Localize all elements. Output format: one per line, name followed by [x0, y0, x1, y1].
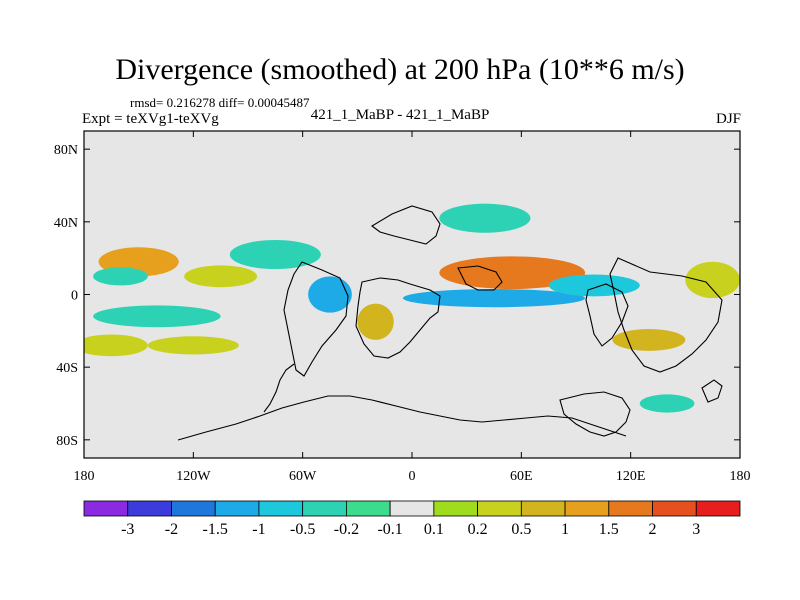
coastline-asia-east — [609, 257, 723, 373]
colorbar-swatch-8 — [433, 500, 479, 517]
colorbar-label-9: 0.5 — [511, 521, 531, 538]
colorbar-swatch-4 — [258, 500, 304, 517]
coastlines — [177, 205, 723, 441]
case-label: 421_1_MaBP - 421_1_MaBP — [310, 107, 490, 123]
coastline-arabia-india — [457, 265, 503, 291]
anomaly-region-15 — [639, 394, 695, 413]
colorbar: -3 -2 -1.5 -1 -0.5 -0.2 -0.1 0.1 0.2 0.5 1 1.5 2 3 — [83, 500, 741, 538]
anomaly-region-9 — [439, 256, 586, 290]
coastline-europe — [371, 205, 441, 245]
colorbar-swatch-10 — [520, 500, 566, 517]
colorbar-swatch-7 — [389, 500, 435, 517]
anomaly-region-10 — [402, 289, 586, 308]
colorbar-label-8: 0.2 — [468, 521, 488, 538]
colorbar-swatch-5 — [302, 500, 347, 517]
y-tick-label-3: 40S — [56, 361, 78, 376]
x-tick-label-3: 0 — [409, 469, 416, 484]
colorbar-label-4: -0.5 — [290, 521, 315, 538]
coastline-antarctica — [177, 395, 627, 441]
colorbar-label-2: -1.5 — [203, 521, 228, 538]
coastline-africa — [355, 277, 441, 359]
y-tick-label-4: 80S — [56, 434, 78, 449]
anomaly-region-6 — [229, 240, 321, 270]
coastline-antarctic-peninsula — [263, 363, 295, 413]
x-tick-label-2: 60W — [289, 469, 317, 484]
coastline-indochina — [585, 283, 629, 347]
anomaly-region-3 — [93, 305, 221, 328]
colorbar-label-11: 1.5 — [599, 521, 619, 538]
x-axis: 180 120W 60W 0 60E 120E 180 — [74, 131, 751, 484]
colorbar-swatch-0 — [83, 500, 129, 517]
y-axis: 80N 40N 0 40S 80S — [54, 143, 740, 449]
y-tick-label-1: 40N — [54, 216, 78, 231]
coastline-australia — [559, 391, 631, 437]
x-tick-label-6: 180 — [730, 469, 751, 484]
colorbar-label-3: -1 — [252, 521, 265, 538]
colorbar-label-6: -0.1 — [377, 521, 402, 538]
colorbar-swatch-14 — [695, 500, 741, 517]
x-tick-label-0: 180 — [74, 469, 95, 484]
colorbar-swatch-9 — [477, 500, 522, 517]
colorbar-swatch-2 — [171, 500, 216, 517]
coastline-new-zealand — [701, 379, 723, 403]
colorbar-swatch-3 — [214, 500, 260, 517]
colorbar-swatch-13 — [652, 500, 697, 517]
anomaly-region-11 — [439, 203, 531, 233]
y-tick-label-0: 80N — [54, 143, 78, 158]
colorbar-swatch-1 — [127, 500, 172, 517]
anomaly-region-8 — [357, 303, 394, 340]
anomaly-region-5 — [147, 336, 239, 355]
anomaly-field — [84, 203, 740, 413]
colorbar-swatch-12 — [608, 500, 653, 517]
colorbar-label-12: 2 — [649, 521, 657, 538]
colorbar-swatch-11 — [564, 500, 610, 517]
anomaly-region-14 — [685, 261, 740, 299]
colorbar-label-10: 1 — [561, 521, 569, 538]
anomaly-region-2 — [93, 267, 148, 286]
stats-text: rmsd= 0.216278 diff= 0.00045487 — [130, 95, 310, 110]
colorbar-label-7: 0.1 — [424, 521, 444, 538]
y-tick-label-2: 0 — [71, 289, 78, 304]
colorbar-label-0: -3 — [121, 521, 134, 538]
anomaly-region-4 — [84, 334, 148, 357]
x-tick-label-1: 120W — [176, 469, 211, 484]
colorbar-label-1: -2 — [165, 521, 178, 538]
colorbar-swatch-6 — [345, 500, 391, 517]
x-tick-label-5: 120E — [616, 469, 646, 484]
chart-title: Divergence (smoothed) at 200 hPa (10**6 … — [115, 53, 685, 86]
colorbar-label-5: -0.2 — [334, 521, 359, 538]
x-tick-label-4: 60E — [510, 469, 533, 484]
anomaly-region-7 — [308, 276, 352, 313]
coastline-south-america — [283, 261, 349, 377]
colorbar-label-13: 3 — [692, 521, 700, 538]
anomaly-region-1 — [184, 265, 258, 288]
season-label: DJF — [715, 111, 741, 127]
experiment-label: Expt = teXVg1-teXVg — [82, 111, 219, 127]
anomaly-region-12 — [548, 274, 640, 297]
anomaly-region-13 — [612, 329, 686, 351]
